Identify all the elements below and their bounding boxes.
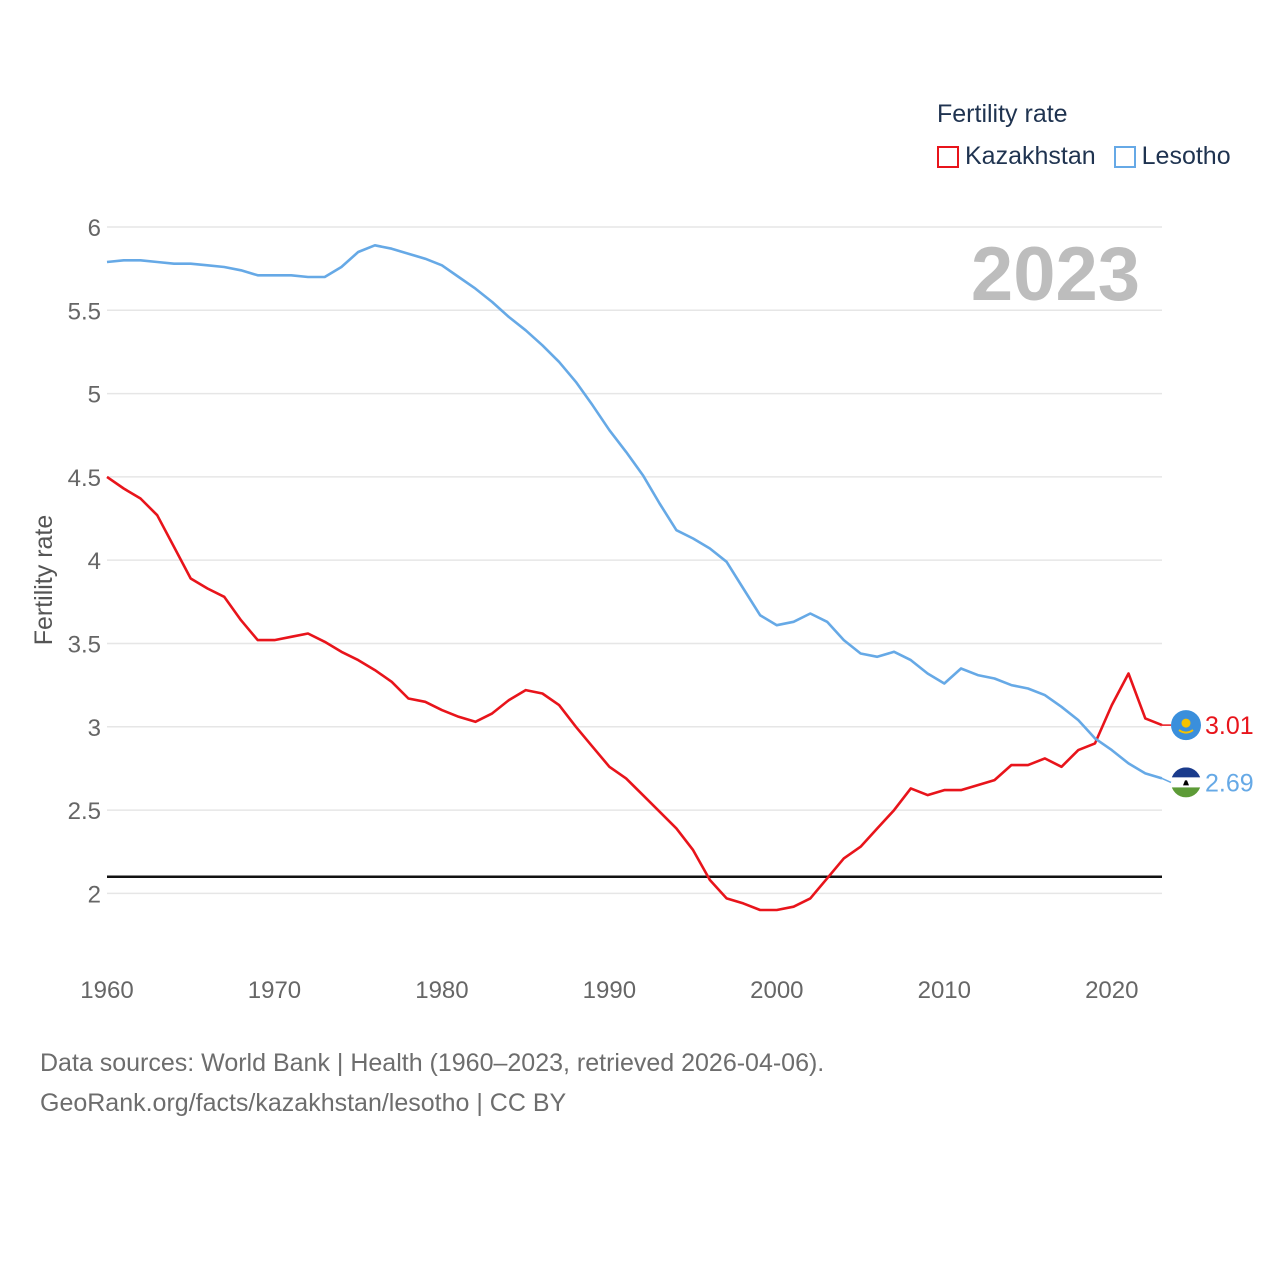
credit-link[interactable]: GeoRank.org/facts/kazakhstan/lesotho | C… [40, 1089, 567, 1117]
x-axis-ticks: 1960 1970 1980 1990 2000 2010 2020 [80, 977, 1138, 1004]
end-connector [1161, 777, 1172, 784]
x-tick-label: 1980 [415, 977, 468, 1004]
legend-swatch-kazakhstan [937, 145, 959, 168]
y-axis-label: Fertility rate [30, 515, 58, 646]
y-tick-label: 5.5 [68, 298, 101, 325]
series-line-lesotho[interactable] [106, 244, 1163, 780]
source-footer: Data sources: World Bank | Health (1960–… [40, 1043, 824, 1123]
y-tick-label: 6 [88, 215, 101, 242]
y-tick-label: 5 [88, 382, 101, 409]
y-tick-label: 4 [88, 548, 101, 575]
y-tick-label: 4.5 [68, 465, 101, 492]
x-tick-label: 2000 [750, 977, 803, 1004]
legend: Kazakhstan Lesotho [937, 142, 1249, 171]
legend-title: Fertility rate [937, 100, 1068, 128]
data-source-text: Data sources: World Bank | Health (1960–… [40, 1049, 825, 1077]
legend-label-lesotho: Lesotho [1141, 142, 1231, 170]
kazakhstan-flag-icon [1171, 710, 1201, 741]
y-tick-label: 2.5 [68, 798, 101, 825]
end-value-lesotho: 2.69 [1205, 769, 1254, 797]
legend-item-kazakhstan[interactable]: Kazakhstan [937, 142, 1096, 171]
x-tick-label: 1990 [583, 977, 636, 1004]
y-tick-label: 2 [88, 881, 101, 908]
end-markers: 3.01 2.69 [1161, 710, 1254, 798]
x-tick-label: 2010 [918, 977, 971, 1004]
legend-swatch-lesotho [1113, 145, 1136, 168]
year-label: 2023 [971, 232, 1140, 317]
end-value-kazakhstan: 3.01 [1205, 712, 1254, 740]
y-tick-label: 3 [88, 715, 101, 742]
y-tick-label: 3.5 [68, 631, 101, 658]
series-line-kazakhstan[interactable] [106, 475, 1163, 912]
legend-item-lesotho[interactable]: Lesotho [1113, 142, 1231, 171]
x-tick-label: 1970 [248, 977, 301, 1004]
y-axis-ticks: 2 2.5 3 3.5 4 4.5 5 5.5 6 [68, 215, 101, 908]
x-tick-label: 1960 [80, 977, 133, 1004]
series-lines [106, 244, 1163, 912]
legend-label-kazakhstan: Kazakhstan [965, 142, 1096, 170]
gridlines [107, 226, 1162, 895]
lesotho-flag-icon [1171, 767, 1201, 798]
x-tick-label: 2020 [1085, 977, 1138, 1004]
